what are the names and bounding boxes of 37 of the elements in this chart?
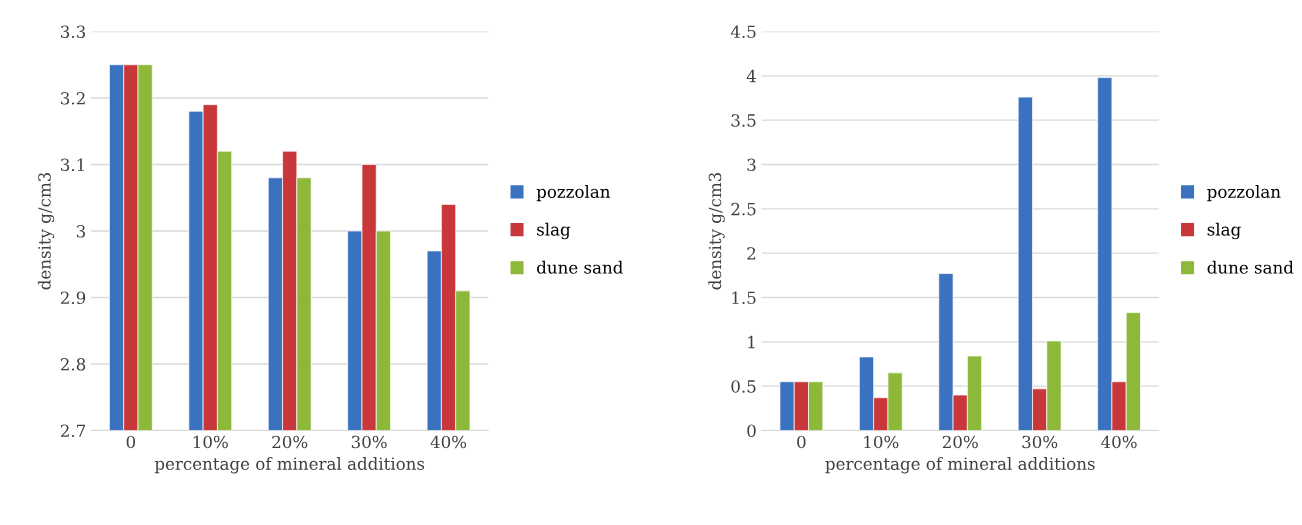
y-tick-label: 1 [748, 335, 755, 349]
y-tick-label: 3.3 [61, 25, 86, 39]
y-tick-label: 2.9 [60, 291, 86, 305]
y-tick-label: 2.8 [60, 357, 86, 371]
y-tick-label: 1.5 [732, 291, 756, 305]
x-tick-label: 20% [272, 435, 308, 449]
x-tick-label: 30% [351, 435, 387, 449]
y-tick-label: 3.2 [61, 91, 85, 105]
y-tick-label: 0.5 [731, 380, 756, 393]
legend-label: slag [1207, 222, 1241, 240]
x-axis-title: percentage of mineral additions [154, 457, 425, 474]
x-tick-label: 20% [942, 435, 978, 449]
y-tick-label: 2.5 [731, 202, 756, 216]
x-tick-label: 0 [797, 435, 806, 449]
y-tick-label: 4 [746, 69, 756, 83]
x-tick-label: 10% [864, 435, 899, 449]
legend-label: slag [537, 222, 571, 240]
y-tick-label: 2.7 [60, 424, 86, 438]
y-tick-label: 0 [747, 424, 756, 438]
x-tick-label: 40% [1101, 435, 1137, 449]
x-tick-label: 30% [1022, 435, 1058, 449]
y-tick-label: 3 [747, 158, 756, 172]
y-tick-label: 3.5 [731, 114, 756, 127]
x-tick-label: 40% [430, 435, 467, 449]
legend-label: dune sand [1207, 260, 1294, 274]
y-tick-label: 4.5 [730, 25, 756, 39]
y-tick-label: 2 [747, 247, 756, 260]
x-tick-label: 10% [193, 435, 228, 449]
y-tick-label: 3.1 [61, 158, 84, 172]
y-tick-label: 3 [76, 224, 86, 238]
legend-label: dune sand [537, 260, 623, 274]
y-axis-title: density g/cm3 [37, 172, 55, 290]
legend-label: pozzolan [536, 185, 611, 202]
x-tick-label: 0 [126, 435, 136, 449]
legend-label: pozzolan [1207, 185, 1281, 202]
x-axis-title: percentage of mineral additions [825, 457, 1095, 474]
y-axis-title: density g/cm3 [708, 172, 725, 290]
